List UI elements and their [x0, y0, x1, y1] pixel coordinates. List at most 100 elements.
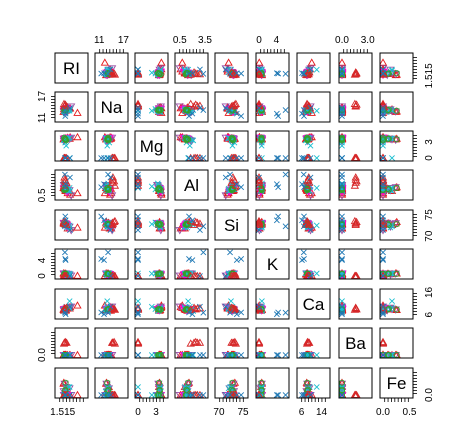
panel-frame [134, 52, 169, 84]
data-point [307, 273, 314, 279]
data-point [135, 298, 141, 305]
panel-frame [338, 248, 373, 280]
panel-frame [134, 91, 169, 123]
panel-frame [174, 209, 209, 241]
panel-mg-vs-k [134, 248, 169, 280]
panel-na-vs-mg [94, 130, 129, 162]
data-point [380, 58, 388, 66]
data-point [67, 174, 73, 181]
panel-frame [296, 130, 331, 162]
data-point [98, 155, 105, 161]
panel-frame [94, 130, 129, 162]
panel-al-vs-ri [174, 52, 209, 84]
panel-frame [214, 52, 249, 84]
panel-ri-vs-mg [54, 130, 89, 162]
panel-frame [214, 91, 249, 123]
panel-frame [134, 130, 169, 162]
data-point [105, 309, 111, 316]
panel-frame [94, 169, 129, 201]
panel-fe-vs-si [379, 209, 414, 241]
data-point [339, 273, 345, 279]
panel-fe-vs-al [379, 169, 414, 201]
variable-label-ca: Ca [303, 295, 325, 314]
panel-frame [94, 327, 129, 359]
data-point [339, 271, 345, 278]
panel-points [98, 171, 120, 200]
panel-si-vs-k [214, 248, 249, 280]
data-point [228, 298, 234, 305]
data-point [175, 352, 184, 358]
data-point [135, 311, 141, 318]
data-point [189, 110, 196, 117]
data-point [307, 174, 314, 181]
data-point [193, 338, 202, 346]
panel-ca-vs-na [296, 91, 331, 123]
data-point [98, 352, 105, 358]
data-point [307, 66, 314, 73]
data-point [380, 273, 386, 279]
panel-points [221, 132, 245, 161]
panel-points [256, 298, 289, 318]
panel-frame [54, 288, 89, 320]
panel-k-vs-ca [255, 288, 290, 320]
data-point [105, 249, 111, 256]
data-point [184, 107, 191, 114]
panel-points [339, 249, 361, 279]
data-point [233, 70, 240, 77]
panel-na-vs-ri [94, 52, 129, 84]
data-point [62, 155, 69, 161]
variable-label-mg: Mg [140, 137, 164, 156]
data-point [256, 66, 262, 73]
data-point [156, 185, 163, 192]
panel-frame [214, 130, 249, 162]
panel-fe-vs-na [379, 91, 414, 123]
data-point [101, 70, 107, 77]
data-point [380, 190, 388, 198]
panel-points [256, 132, 289, 161]
panel-al-vs-k [174, 248, 209, 280]
data-point [339, 249, 345, 256]
data-point [304, 69, 313, 77]
panel-ba-vs-mg [338, 130, 373, 162]
data-point [101, 181, 107, 188]
data-point [229, 101, 239, 110]
data-point [380, 171, 386, 178]
data-point [66, 192, 76, 200]
panel-frame [338, 288, 373, 320]
data-point [313, 107, 320, 114]
panel-points [175, 249, 207, 279]
panel-ca-vs-si [296, 209, 331, 241]
panel-na-vs-ca [94, 288, 129, 320]
data-point [351, 69, 360, 77]
data-point [101, 155, 107, 161]
data-point [229, 136, 236, 143]
panel-na-vs-al [94, 169, 129, 201]
panel-points [339, 171, 361, 200]
panel-si-vs-al [214, 169, 249, 201]
panel-points [98, 213, 120, 235]
data-point [189, 352, 196, 358]
data-point [185, 298, 192, 305]
variable-label-na: Na [101, 98, 123, 117]
panel-points [299, 58, 320, 80]
data-point [304, 175, 313, 183]
panel-si-vs-mg [214, 130, 249, 162]
data-point [62, 217, 69, 224]
data-point [301, 155, 307, 161]
data-point [238, 184, 245, 191]
data-point [109, 337, 119, 346]
panel-points [380, 298, 401, 318]
data-point [393, 136, 400, 143]
data-point [109, 176, 119, 185]
data-point [300, 223, 307, 230]
data-point [222, 155, 229, 161]
data-point [101, 311, 107, 318]
data-point [230, 337, 240, 346]
data-point [222, 174, 229, 181]
panel-points [380, 58, 401, 80]
data-point [307, 155, 314, 161]
data-point [135, 223, 141, 230]
data-point [62, 171, 68, 178]
data-point [200, 249, 207, 256]
panel-k-vs-mg [255, 130, 290, 162]
